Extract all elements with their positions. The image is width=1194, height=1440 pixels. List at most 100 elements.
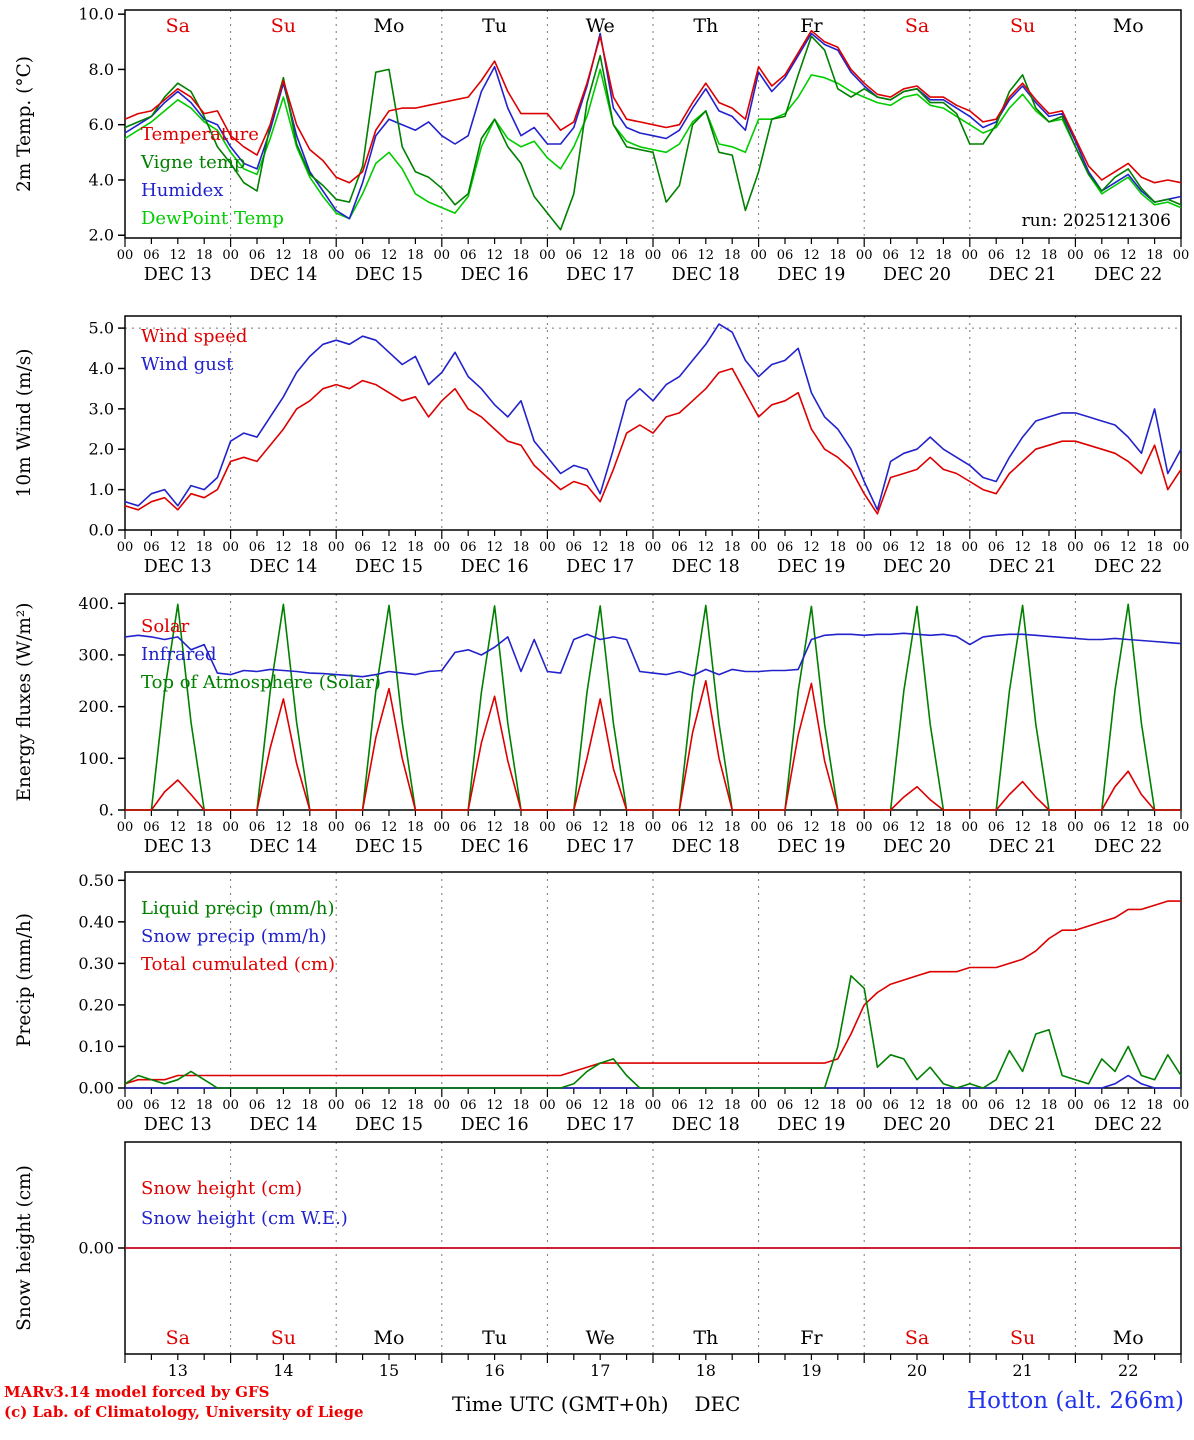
x-date-label: DEC 19 [777,265,845,285]
x-date-label: DEC 18 [672,265,740,285]
x-hour-label: 12 [698,1098,715,1113]
y-tick-label: 0.20 [78,995,114,1014]
x-hour-label: 12 [170,248,187,263]
x-hour-label: 12 [1014,820,1031,835]
x-hour-label: 18 [618,820,635,835]
day-label: Th [693,1327,718,1349]
x-axis-title: Time UTC (GMT+0h) [452,1392,669,1416]
x-hour-label: 06 [143,1098,160,1113]
x-hour-label: 12 [486,820,503,835]
legend-item: Wind speed [141,326,247,347]
x-hour-label: 12 [592,540,609,555]
panel-wind: 0.0 1.0 2.0 3.0 4.0 5.0 00 06 12 18 00 06 12 18 00 06 12… [14,315,1189,577]
x-hour-label: 06 [671,1098,688,1113]
x-date-label: DEC 20 [883,265,951,285]
x-hour-label: 00 [328,248,345,263]
day-label: Sa [166,15,190,37]
x-hour-label: 12 [698,820,715,835]
x-day-number: 22 [1118,1361,1138,1380]
x-hour-label: 00 [434,248,451,263]
x-hour-label: 06 [988,248,1005,263]
x-date-label: DEC 18 [672,557,740,577]
x-hour-label: 00 [856,540,873,555]
y-tick-label: 0.50 [78,871,114,890]
x-hour-label: 00 [328,1098,345,1113]
x-date-label: DEC 15 [355,837,423,856]
day-label: Fr [800,15,823,37]
legend-item: Temperature [141,124,259,145]
x-hour-label: 18 [196,248,213,263]
x-hour-label: 00 [117,820,134,835]
x-hour-label: 12 [592,820,609,835]
x-hour-label: 18 [196,820,213,835]
x-hour-label: 18 [935,820,952,835]
x-hour-label: 18 [1041,248,1058,263]
x-hour-label: 06 [671,540,688,555]
x-hour-label: 00 [117,540,134,555]
day-label: Mo [374,15,405,37]
y-tick-label: 4.0 [89,170,114,189]
x-hour-label: 06 [882,820,899,835]
x-date-label: DEC 15 [355,557,423,577]
legend-item: Top of Atmosphere (Solar) [141,672,381,693]
x-hour-label: 18 [513,540,530,555]
x-hour-label: 00 [434,540,451,555]
x-hour-label: 00 [1067,248,1084,263]
plot-border [124,315,1182,531]
x-hour-label: 12 [1120,248,1137,263]
x-hour-label: 18 [407,540,424,555]
x-hour-label: 00 [117,248,134,263]
x-hour-label: 18 [302,540,319,555]
x-hour-label: 06 [566,1098,583,1113]
x-date-label: DEC 18 [672,837,740,856]
x-hour-label: 12 [275,248,292,263]
month-label: DEC [694,1392,741,1416]
x-hour-label: 06 [566,248,583,263]
y-axis-label: Snow height (cm) [14,1165,35,1331]
x-day-number: 16 [484,1361,504,1380]
x-hour-label: 12 [909,1098,926,1113]
x-date-label: DEC 15 [355,1115,423,1134]
y-tick-label: 400. [78,594,114,613]
x-hour-label: 18 [618,248,635,263]
x-hour-label: 06 [777,1098,794,1113]
x-hour-label: 18 [407,820,424,835]
day-label: Su [271,1327,296,1349]
day-label: Tu [482,15,507,37]
x-hour-label: 12 [1120,540,1137,555]
x-hour-label: 06 [671,820,688,835]
x-hour-label: 12 [486,248,503,263]
x-hour-label: 06 [1094,248,1111,263]
x-hour-label: 12 [698,540,715,555]
x-hour-label: 06 [249,820,266,835]
x-hour-label: 06 [354,248,371,263]
x-hour-label: 00 [750,1098,767,1113]
x-hour-label: 18 [724,248,741,263]
series-total-cumulated-cm- [124,900,1181,1085]
x-hour-label: 06 [1094,540,1111,555]
x-hour-label: 00 [117,1098,134,1113]
y-tick-label: 8.0 [89,60,114,79]
x-hour-label: 06 [249,248,266,263]
x-date-label: DEC 17 [566,557,634,577]
x-date-label: DEC 22 [1094,265,1162,285]
x-day-number: 20 [907,1361,927,1380]
legend-item: Snow precip (mm/h) [141,926,327,947]
y-axis-label: 10m Wind (m/s) [14,349,35,498]
x-hour-label: 06 [988,540,1005,555]
x-date-label: DEC 13 [144,557,212,577]
x-hour-label: 00 [434,820,451,835]
x-hour-label: 12 [1014,540,1031,555]
series-vigne-temp [124,35,1182,231]
x-hour-label: 00 [222,540,239,555]
x-date-label: DEC 13 [144,265,212,285]
x-hour-label: 18 [830,540,847,555]
x-hour-label: 00 [645,820,662,835]
x-date-label: DEC 20 [883,1115,951,1134]
x-hour-label: 12 [381,1098,398,1113]
x-hour-label: 18 [1041,1098,1058,1113]
x-hour-label: 00 [1173,248,1190,263]
series-solar [125,680,1181,811]
x-hour-label: 06 [777,820,794,835]
